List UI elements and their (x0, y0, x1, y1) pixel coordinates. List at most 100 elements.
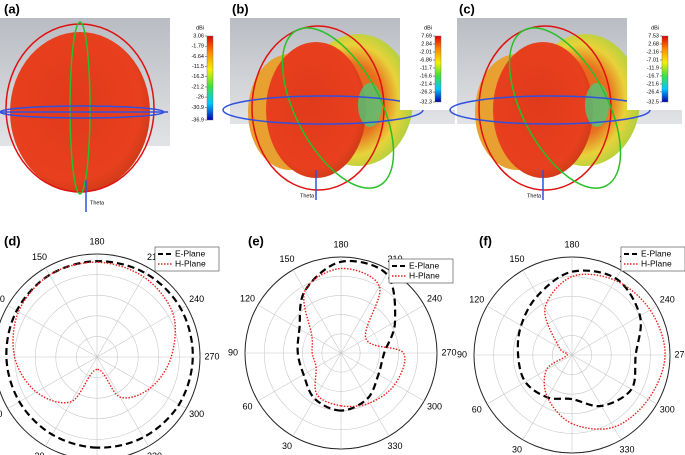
3d-panel: Theta(b)dBi7.692.84-2.01-6.86-11.7-16.6-… (222, 1, 456, 200)
grid-spoke (486, 354, 573, 405)
colorbar-tick-label: -1.79 (191, 44, 204, 50)
colorbar-unit: dBi (196, 25, 204, 31)
grid-spoke (522, 269, 573, 356)
colorbar-tick-label: -16.3 (191, 74, 204, 80)
colorbar-tick-label: -26.4 (646, 89, 659, 95)
colorbar-tick-label: -21.6 (646, 81, 659, 87)
angle-label: 120 (469, 294, 484, 304)
grid-spoke (257, 352, 342, 402)
angle-label: 30 (512, 445, 522, 455)
panel-label: (c) (459, 1, 475, 16)
pattern-line (543, 273, 666, 430)
angle-label: 300 (660, 404, 675, 414)
green-patch (358, 83, 382, 127)
angle-label: 150 (32, 252, 47, 262)
pattern-body (266, 42, 366, 178)
colorbar-tick-label: 7.69 (421, 33, 432, 39)
angle-label: 90 (457, 349, 467, 359)
angle-label: 120 (0, 294, 5, 304)
angle-label: 90 (228, 347, 238, 357)
angle-label: 300 (427, 401, 442, 411)
angle-label: 60 (0, 409, 2, 419)
grid-spoke (7, 356, 98, 409)
angle-label: 210 (147, 252, 162, 262)
colorbar-tick-label: -21.4 (419, 81, 432, 87)
colorbar-tick-label: -32.3 (419, 99, 432, 105)
colorbar-bg (400, 18, 456, 110)
axis-label: Theta (300, 193, 315, 199)
angle-label: 240 (427, 293, 442, 303)
grid-spoke (571, 269, 622, 356)
angle-label: 330 (147, 451, 162, 455)
angle-label: 150 (279, 254, 294, 264)
colorbar-tick-label: 2.68 (648, 41, 659, 47)
angle-label: 270 (441, 347, 456, 357)
colorbar-tick-label: -11.9 (647, 65, 659, 71)
colorbar-tick-label: -2.16 (646, 49, 659, 55)
colorbar-tick-label: -30.9 (191, 105, 204, 111)
colorbar-tick-label: -32.5 (646, 99, 659, 105)
panel-label: (b) (232, 1, 249, 16)
e-circle (5, 23, 155, 193)
colorbar-tick-label: -16.7 (646, 73, 659, 79)
grid-spoke (340, 352, 390, 437)
angle-label: 60 (472, 404, 482, 414)
h-circle (281, 27, 395, 189)
colorbar-tick-label: -6.64 (191, 54, 204, 60)
grid-spoke (571, 354, 658, 405)
panel-label: (a) (4, 1, 20, 16)
colorbar-tick-label: -26 (196, 95, 204, 101)
panel-label: (f) (479, 233, 492, 248)
colorbar-bg (627, 18, 683, 110)
colorbar-tick-label: -7.01 (646, 57, 659, 63)
grid-spoke (45, 267, 98, 358)
grid-spoke (340, 352, 425, 402)
angle-label: 270 (674, 349, 685, 359)
grid-spoke (486, 305, 573, 356)
angle-label: 60 (242, 401, 252, 411)
pattern-line (296, 260, 397, 412)
axis-label: Theta (527, 193, 542, 199)
angle-label: 270 (204, 351, 219, 361)
colorbar-tick-label: 7.53 (648, 33, 659, 39)
colorbar-tick-label: 2.84 (421, 41, 432, 47)
angle-label: 330 (619, 445, 634, 455)
grid-spoke (96, 267, 149, 358)
angle-label: 240 (660, 294, 675, 304)
legend-label: H-Plane (641, 258, 672, 268)
pattern-line (12, 261, 177, 404)
colorbar-tick-label: 3.06 (193, 33, 204, 39)
legend-label: E-Plane (641, 248, 672, 258)
legend-label: H-Plane (409, 270, 440, 280)
h-circle (69, 21, 91, 195)
h-circle (508, 27, 622, 189)
colorbar-unit: dBi (424, 25, 432, 31)
grid-spoke (571, 354, 622, 441)
colorbar-unit: dBi (651, 25, 659, 31)
colorbar-tick-label: -11.7 (420, 65, 432, 71)
angle-label: 330 (387, 441, 402, 451)
colorbar-tick-label: -11.5 (192, 64, 204, 70)
colorbar-tick-label: -16.6 (419, 74, 432, 80)
angle-label: 30 (282, 441, 292, 451)
grid-spoke (96, 356, 149, 447)
panel-label: (d) (4, 233, 21, 248)
angle-label: 300 (189, 409, 204, 419)
grid-spoke (340, 304, 425, 354)
colorbar (434, 35, 442, 103)
3d-panel: Theta (a) dBi 3.06 -1.79 -6.64 -11.5 -16.3 -21.2… (0, 1, 228, 212)
green-patch (585, 83, 609, 127)
colorbar-bg (172, 18, 228, 128)
grid-ring (0, 253, 201, 455)
legend-box (154, 246, 220, 272)
angle-label: 150 (509, 254, 524, 264)
legend-label: E-Plane (409, 260, 440, 270)
angle-label: 240 (189, 294, 204, 304)
legend-box (388, 258, 454, 284)
legend-label: E-Plane (175, 248, 206, 258)
colorbar (661, 35, 669, 103)
grid-spoke (292, 269, 342, 354)
angle-label: 180 (564, 239, 579, 249)
3d-panel: Theta (c) dBi 7.53 2.68 -2.16 -7.01 -11.9 -16.7 -… (449, 1, 683, 200)
